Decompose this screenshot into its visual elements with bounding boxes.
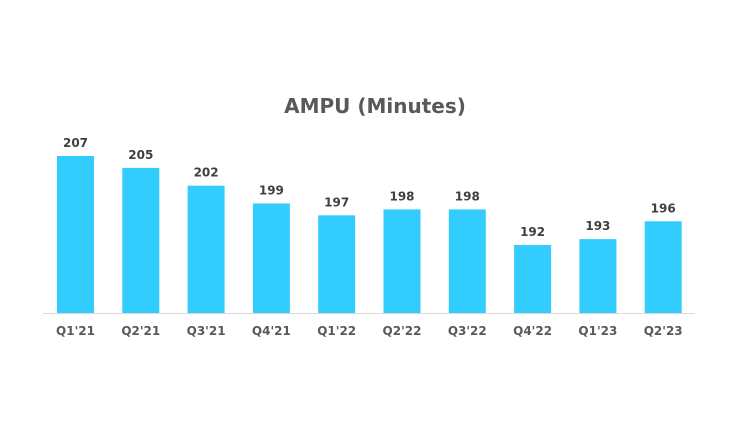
x-tick-label-3: Q4'21 bbox=[252, 324, 291, 338]
x-tick-label-0: Q1'21 bbox=[56, 324, 95, 338]
data-label-5: 198 bbox=[389, 189, 414, 203]
x-tick-label-2: Q3'21 bbox=[187, 324, 226, 338]
bar-7 bbox=[514, 245, 552, 313]
data-label-3: 199 bbox=[259, 184, 284, 198]
data-label-8: 193 bbox=[585, 219, 610, 233]
x-tick-label-7: Q4'22 bbox=[513, 324, 552, 338]
data-label-1: 205 bbox=[128, 148, 153, 162]
x-tick-label-6: Q3'22 bbox=[448, 324, 487, 338]
bar-8 bbox=[579, 239, 617, 313]
x-tick-label-4: Q1'22 bbox=[317, 324, 356, 338]
data-label-7: 192 bbox=[520, 225, 545, 239]
chart-title: AMPU (Minutes) bbox=[284, 94, 466, 118]
bar-4 bbox=[318, 215, 356, 313]
bar-9 bbox=[644, 221, 682, 313]
x-tick-label-9: Q2'23 bbox=[644, 324, 683, 338]
data-label-0: 207 bbox=[63, 136, 88, 150]
bar-0 bbox=[57, 156, 94, 313]
x-tick-label-5: Q2'22 bbox=[383, 324, 422, 338]
bar-3 bbox=[252, 203, 290, 313]
data-label-6: 198 bbox=[455, 189, 480, 203]
x-tick-label-1: Q2'21 bbox=[121, 324, 160, 338]
bar-6 bbox=[448, 209, 486, 313]
x-tick-label-8: Q1'23 bbox=[578, 324, 617, 338]
data-label-2: 202 bbox=[194, 166, 219, 180]
data-label-9: 196 bbox=[651, 201, 676, 215]
bar-2 bbox=[187, 185, 225, 313]
data-label-4: 197 bbox=[324, 195, 349, 209]
bar-1 bbox=[122, 167, 160, 313]
bar-5 bbox=[383, 209, 421, 313]
